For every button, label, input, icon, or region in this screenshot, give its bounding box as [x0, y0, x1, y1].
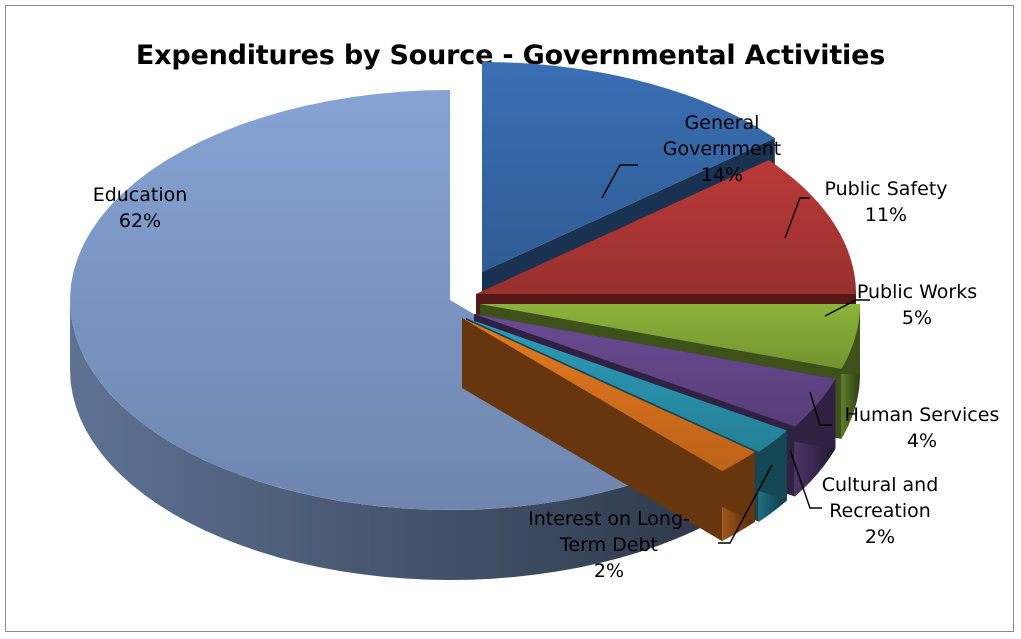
pie-top-face: [482, 62, 775, 272]
pie-cut-face: [462, 318, 723, 542]
pie-slice-interest-on-long-term-debt: [462, 318, 755, 542]
data-label-human-services: Human Services 4%: [845, 404, 1000, 452]
data-label-public-works: Public Works 5%: [857, 281, 977, 329]
leader-line-cultural-and-recreation: [789, 449, 822, 509]
data-label-general-government: General Government 14%: [663, 112, 782, 186]
pie-top-face: [462, 318, 755, 472]
pie-top-face: [474, 314, 836, 427]
pie-side-wall: [70, 300, 711, 580]
data-label-cultural-and-recreation: Cultural and Recreation 2%: [822, 474, 939, 548]
data-label-interest-on-long-term-debt: Interest on Long-Term Debt 2%: [528, 508, 690, 582]
leader-line-human-services: [809, 391, 832, 426]
data-label-public-safety: Public Safety 11%: [824, 178, 947, 226]
leader-line-interest-on-long-term-debt: [718, 464, 773, 544]
leader-line-general-government: [601, 164, 638, 199]
leader-line-public-works: [824, 299, 870, 317]
leader-line-public-safety: [784, 197, 810, 239]
data-label-education: Education 62%: [93, 184, 188, 232]
pie-top-face: [476, 160, 856, 294]
pie-top-face: [466, 318, 787, 452]
pie-top-face: [480, 304, 860, 369]
